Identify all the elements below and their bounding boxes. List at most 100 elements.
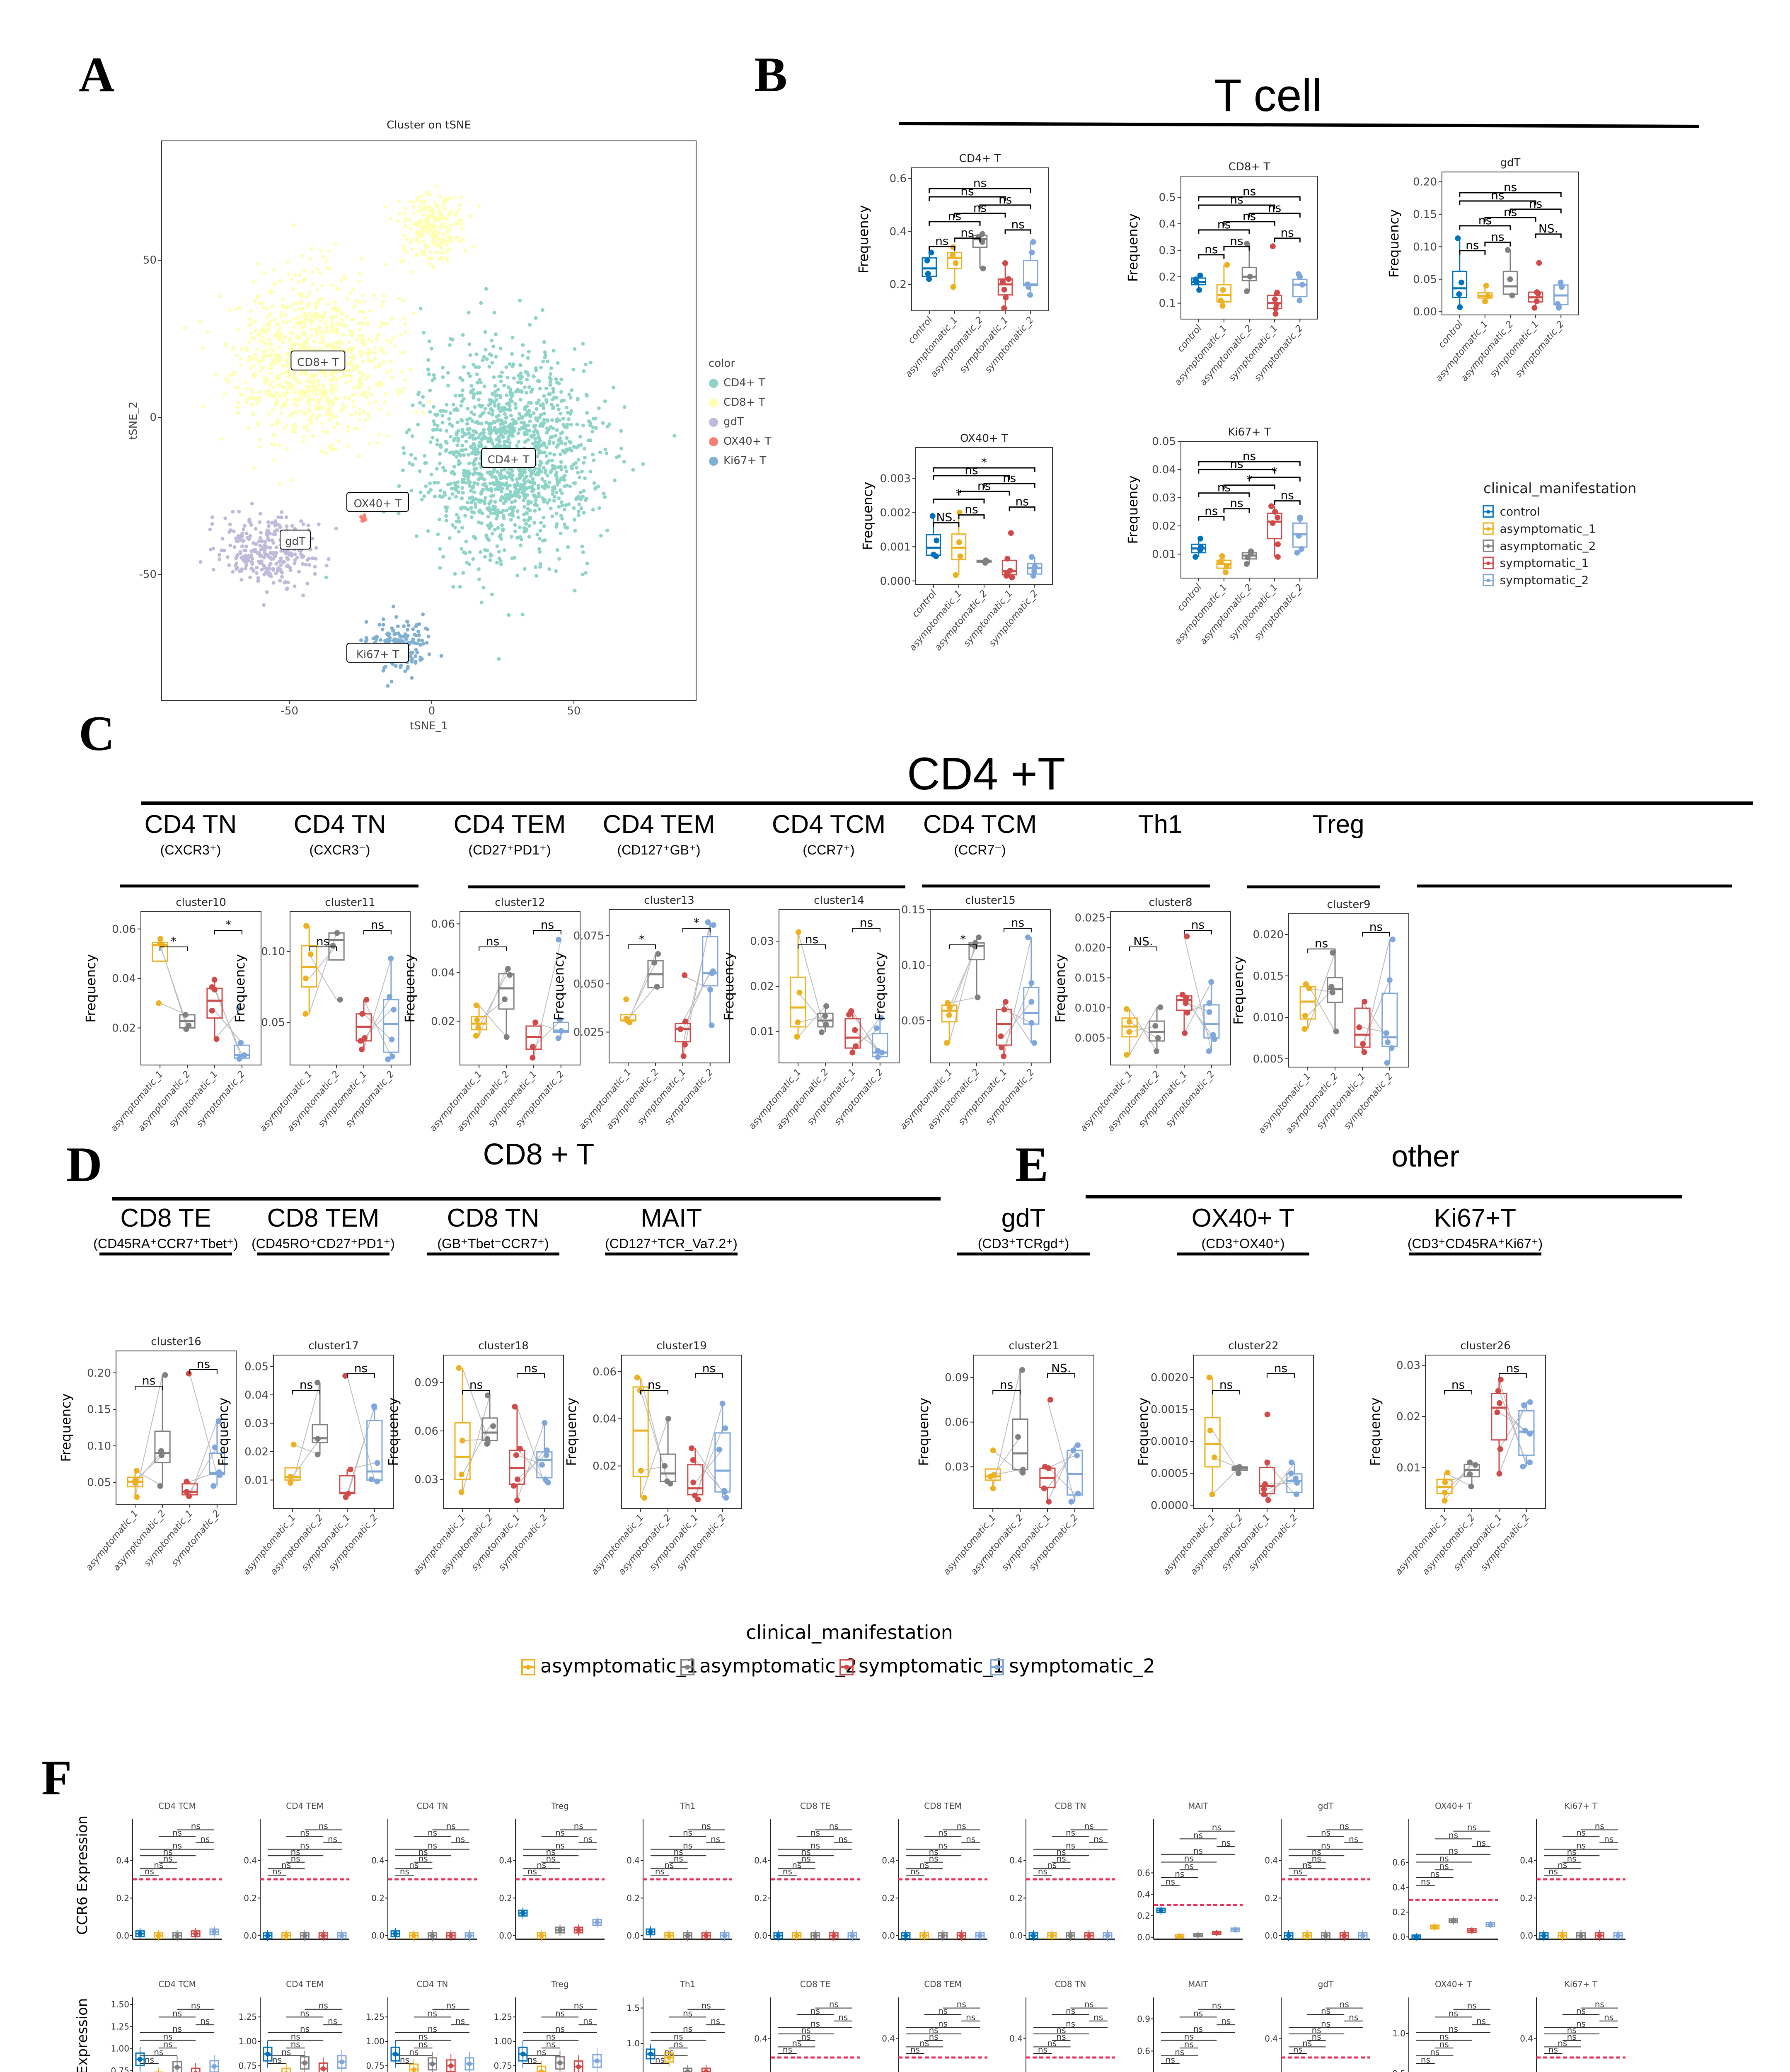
tsne-point-gdt (232, 530, 236, 533)
tsne-point-cd4-t (597, 407, 601, 410)
box-asymptomatic_1 (1217, 553, 1231, 575)
tsne-point-gdt (267, 524, 271, 528)
plot-title: CD4 TN (417, 1801, 448, 1811)
tsne-point-cd4-t (518, 476, 522, 479)
tsne-point-cd4-t (570, 388, 573, 392)
sig-label: ns (1243, 184, 1256, 198)
data-point (530, 1044, 536, 1050)
data-point (371, 1403, 377, 1409)
tsne-point-cd4-t (458, 394, 462, 397)
tsne-point-cd4-t (468, 496, 472, 500)
data-point (308, 951, 314, 957)
sig-label: ns (527, 1866, 537, 1876)
tsne-point-cd4-t (499, 346, 503, 350)
tsne-point-cd4-t (482, 411, 486, 415)
box-asymptomatic_1 (948, 244, 962, 290)
tsne-point-cd4-t (542, 516, 545, 520)
legend-label: asymptomatic_2 (699, 1655, 857, 1677)
x-tick-label: 50 (567, 705, 581, 717)
tsne-point-cd8-t (452, 196, 456, 199)
data-point (1385, 1039, 1391, 1045)
tsne-point-cd4-t (615, 455, 619, 459)
tsne-point-cd4-t (519, 381, 523, 385)
data-point (953, 260, 958, 266)
data-point (1289, 1460, 1294, 1465)
tsne-point-cd8-t (376, 365, 380, 369)
tsne-point-cd8-t (321, 394, 324, 398)
tsne-point-cd8-t (305, 424, 309, 428)
data-point (623, 996, 629, 1002)
tsne-point-cd4-t (526, 502, 530, 506)
tsne-point-cd4-t (453, 437, 457, 441)
tsne-point-cd8-t (293, 391, 297, 395)
data-point (1444, 1470, 1450, 1476)
tsne-point-gdt (232, 545, 236, 549)
data-point (348, 1467, 353, 1472)
y-tick-label: 0.0020 (1151, 1372, 1188, 1384)
data-point (558, 1927, 563, 1932)
tsne-point-cd4-t (428, 339, 431, 343)
tsne-point-cd4-t (500, 482, 504, 486)
data-point (946, 1012, 952, 1018)
sig-label: ns (1491, 189, 1504, 202)
tsne-point-cd4-t (457, 516, 460, 520)
tsne-point-gdt (242, 539, 246, 542)
tsne-point-cd4-t (577, 509, 581, 513)
tsne-point-cd8-t (349, 378, 353, 382)
tsne-point-cd8-t (254, 372, 258, 375)
tsne-point-cd8-t (417, 209, 421, 213)
tsne-point-cd4-t (518, 525, 522, 529)
tsne-point-cd8-t (314, 301, 318, 305)
tsne-title: Cluster on tSNE (387, 119, 471, 131)
data-point (460, 1438, 465, 1443)
tsne-point-cd4-t (484, 330, 487, 334)
box-control (646, 1926, 655, 1937)
sig-label: * (694, 916, 699, 929)
tsne-point-cd4-t (539, 529, 542, 533)
box-symptomatic_2 (1067, 1442, 1082, 1505)
tsne-point-cd4-t (592, 458, 596, 462)
data-point (475, 1024, 481, 1030)
y-tick-label: 0.01 (1152, 548, 1176, 561)
panel-f-expression: CCR6 ExpressionCD4 TCM0.00.20.4nsnsnsnsn… (74, 1801, 1790, 2072)
tsne-point-cd8-t (396, 392, 399, 396)
tsne-point-cd8-t (353, 393, 357, 397)
tsne-point-cd4-t (452, 403, 455, 407)
tsne-point-cd8-t (339, 279, 343, 283)
tsne-point-cd8-t (261, 350, 265, 353)
tsne-point-cd4-t (539, 366, 543, 369)
tsne-point-cd4-t (555, 512, 559, 516)
tsne-point-cd8-t (295, 322, 299, 325)
tsne-point-cd8-t (336, 397, 340, 401)
tsne-point-ki67-t (394, 615, 398, 619)
tsne-point-ki67-t (410, 676, 414, 680)
tsne-point-cd4-t (533, 437, 537, 441)
tsne-point-cd8-t (287, 273, 290, 276)
data-point (1442, 1479, 1448, 1485)
y-tick-label: 0.05 (244, 1360, 268, 1373)
tsne-point-cd4-t (591, 453, 595, 457)
tsne-point-cd8-t (329, 379, 332, 382)
tsne-point-cd8-t (415, 238, 418, 242)
tsne-point-ki67-t (407, 624, 411, 627)
tsne-point-cd4-t (558, 419, 561, 422)
tsne-point-cd4-t (506, 471, 510, 474)
tsne-point-cd4-t (587, 419, 591, 423)
tsne-point-cd8-t (303, 269, 307, 272)
sig-label: ns (1230, 496, 1243, 510)
tsne-point-cd4-t (552, 453, 556, 457)
y-axis-label: Frequency (232, 954, 248, 1022)
tsne-point-cd8-t (271, 305, 274, 308)
tsne-point-cd8-t (390, 317, 394, 321)
data-point (983, 557, 989, 563)
tsne-point-cd4-t (535, 574, 538, 578)
tsne-point-cd4-t (543, 538, 547, 542)
y-tick-label: 0.0000 (1151, 1499, 1188, 1512)
tsne-point-cd8-t (305, 295, 309, 299)
tsne-point-cd4-t (456, 451, 460, 455)
box-asymptomatic_1 (985, 1447, 1000, 1491)
population-name: OX40+ T (1192, 1204, 1295, 1232)
tsne-point-cd4-t (484, 287, 488, 291)
tsne-point-cd8-t (259, 370, 262, 373)
box-asymptomatic_2 (660, 1416, 675, 1487)
